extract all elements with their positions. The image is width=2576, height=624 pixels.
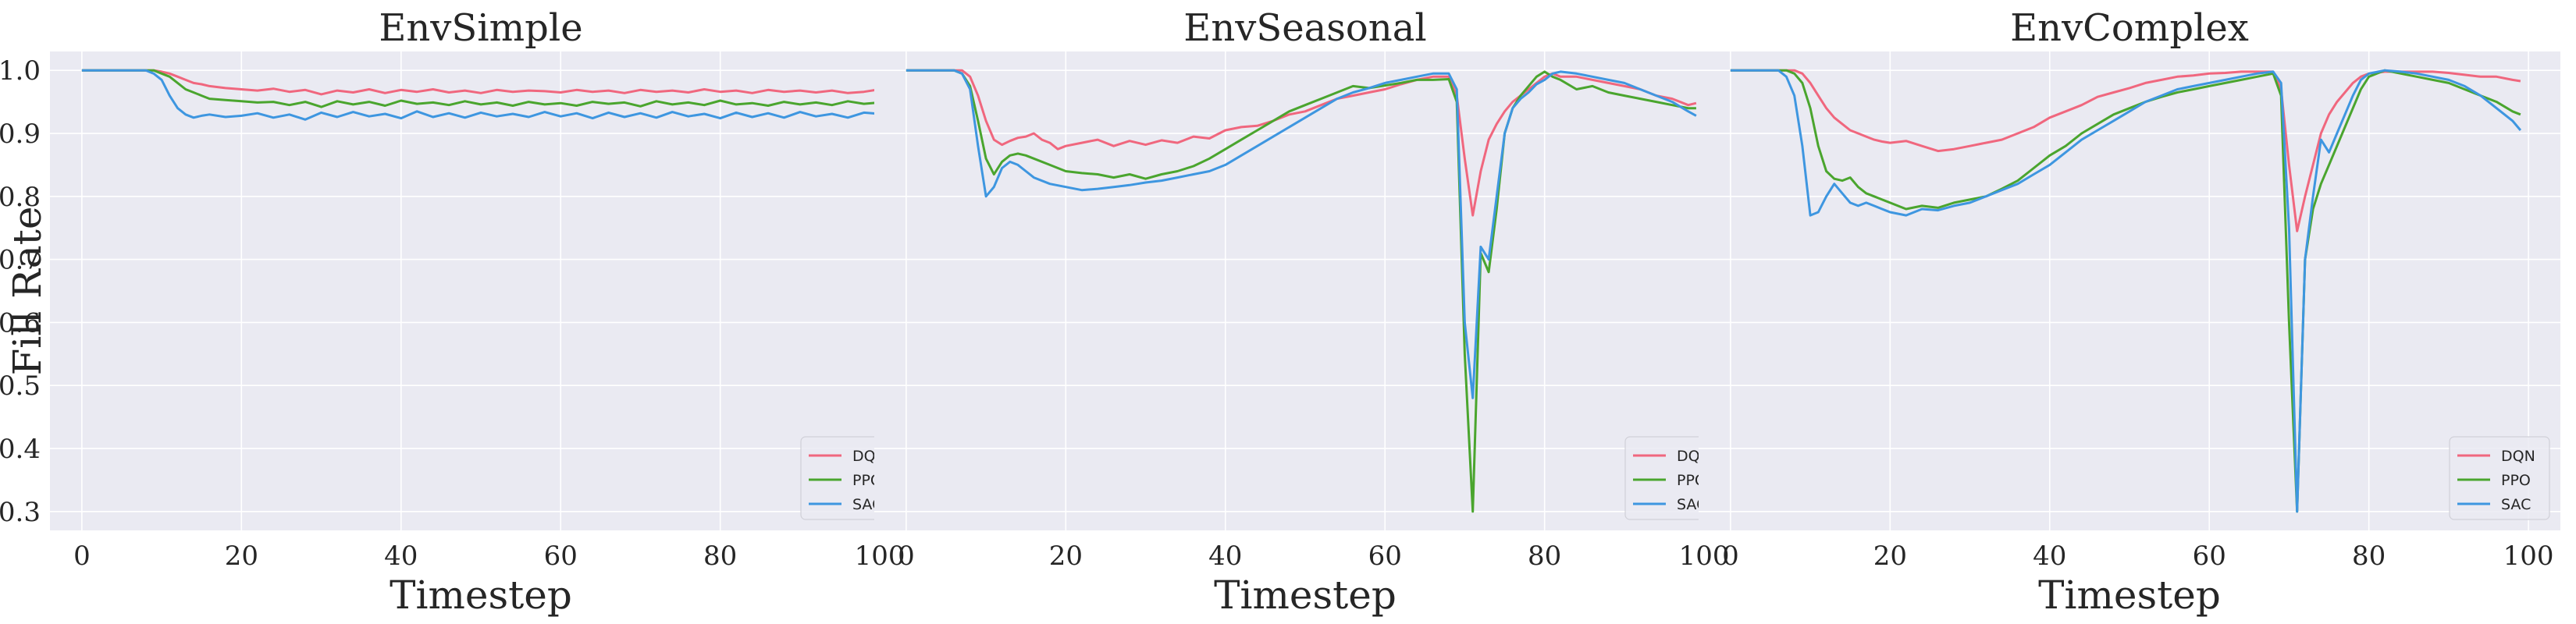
x-axis-label: Timestep — [2038, 573, 2221, 618]
series-line-dqn — [81, 69, 881, 96]
chart-title: EnvComplex — [2010, 6, 2249, 50]
y-tick-label: 0.5 — [0, 370, 41, 402]
series-line-ppo — [906, 69, 1696, 513]
x-tick-label: 60 — [544, 541, 578, 572]
x-tick-label: 0 — [73, 541, 91, 572]
x-tick-label: 80 — [1528, 541, 1561, 572]
series-line-sac — [906, 69, 1697, 399]
x-tick-label: 80 — [703, 541, 737, 572]
legend: DQN PPO SAC — [2449, 436, 2550, 520]
y-tick-label: 0.9 — [0, 119, 41, 150]
x-tick-label: 40 — [384, 541, 418, 572]
series-line-sac — [1730, 69, 2522, 513]
grid — [874, 51, 1736, 530]
legend-label: DQN — [2501, 448, 2535, 465]
y-tick-label: 0.4 — [0, 434, 41, 465]
x-tick-label: 0 — [898, 541, 915, 572]
x-tick-label: 60 — [2193, 541, 2226, 572]
y-tick-label: 0.7 — [0, 245, 41, 276]
panel-env-simple: EnvSimple 0 20 40 60 80 100 0.3 0.4 0.5 0.6 0.7 0.8 0… — [0, 6, 912, 618]
x-tick-label: 0 — [1722, 541, 1739, 572]
x-tick-label: 20 — [1873, 541, 1907, 572]
chart-title: EnvSimple — [379, 6, 582, 50]
plot-area — [874, 51, 1736, 530]
x-tick-label: 100 — [2503, 541, 2554, 572]
panel-env-complex: EnvComplex 0 20 40 60 80 100 Timestep DQN PPO SAC — [1699, 6, 2560, 618]
legend-label: PPO — [2501, 472, 2531, 489]
x-axis-label: Timestep — [1214, 573, 1397, 618]
x-tick-label: 40 — [2033, 541, 2066, 572]
series-line-ppo — [81, 69, 881, 108]
x-tick-label: 20 — [225, 541, 258, 572]
x-tick-label: 100 — [1679, 541, 1730, 572]
x-tick-label: 40 — [1208, 541, 1242, 572]
y-tick-label: 0.3 — [0, 497, 41, 528]
y-tick-label: 1.0 — [0, 55, 41, 87]
y-tick-label: 0.8 — [0, 182, 41, 213]
x-tick-label: 100 — [855, 541, 906, 572]
y-tick-label: 0.6 — [0, 307, 41, 339]
plot-area — [50, 51, 912, 530]
y-axis-label: Fill Rate — [5, 207, 50, 376]
x-tick-label: 60 — [1368, 541, 1402, 572]
legend-box — [2449, 436, 2550, 520]
plot-area — [1699, 51, 2560, 530]
x-axis-label: Timestep — [390, 573, 572, 618]
grid — [1699, 51, 2560, 530]
legend-label: SAC — [2501, 496, 2531, 513]
x-tick-label: 80 — [2352, 541, 2386, 572]
series-line-sac — [81, 69, 881, 121]
x-tick-label: 20 — [1049, 541, 1083, 572]
chart-title: EnvSeasonal — [1183, 6, 1426, 50]
